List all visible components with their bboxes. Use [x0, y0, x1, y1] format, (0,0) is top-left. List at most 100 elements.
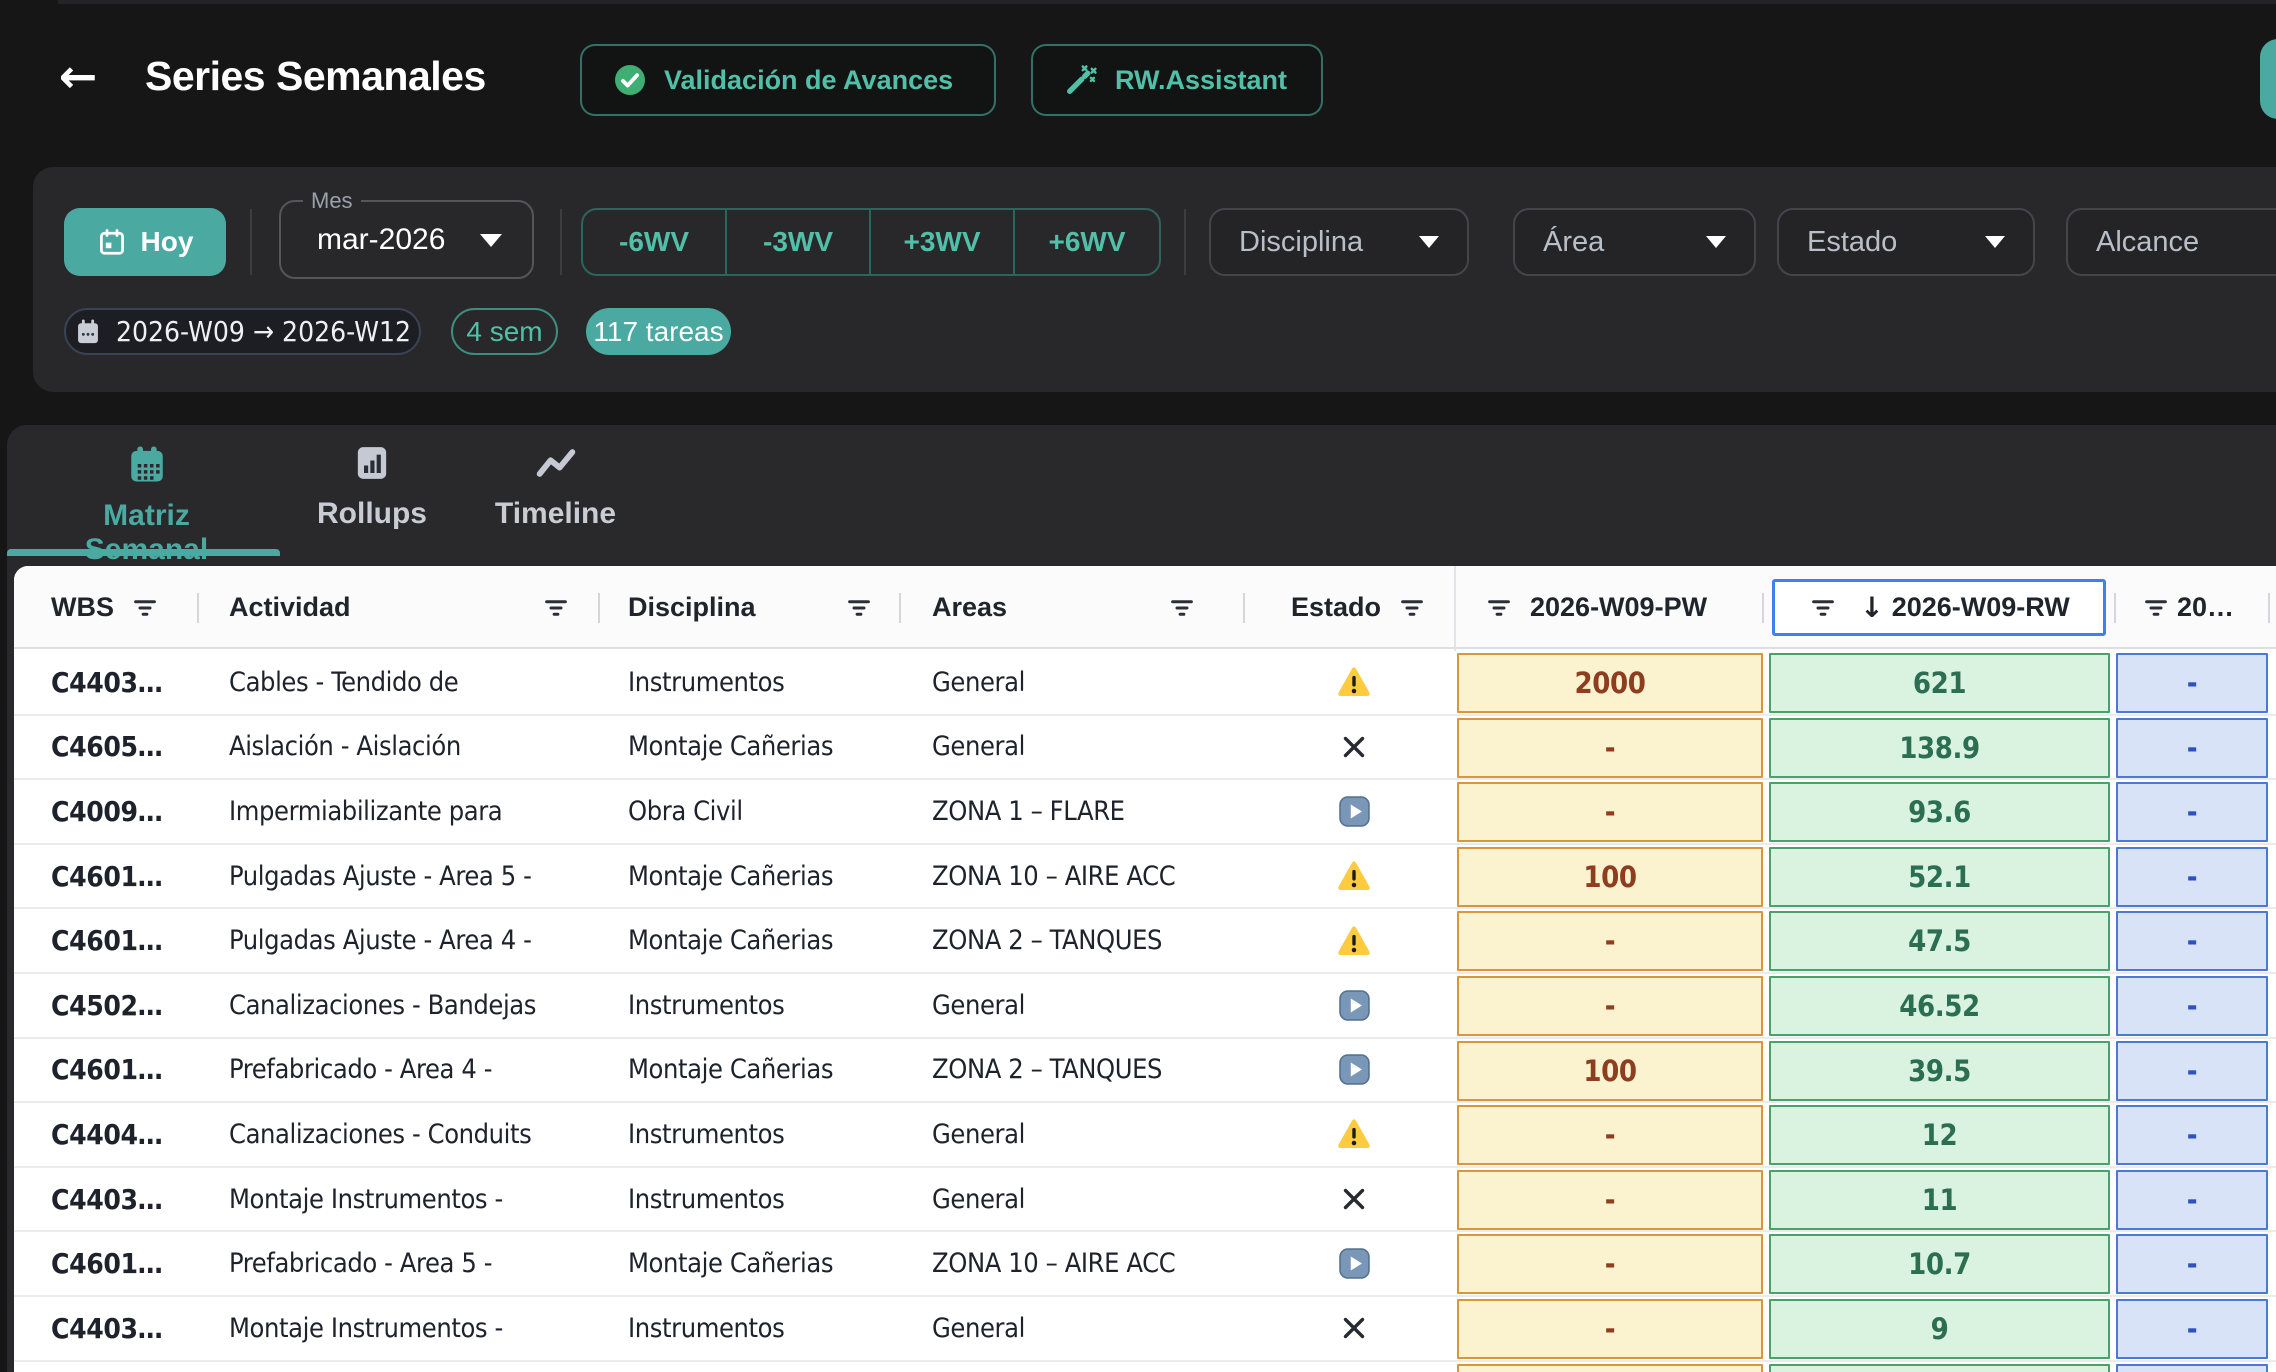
filter-icon[interactable]: [844, 593, 874, 623]
table-row[interactable]: C4403… Montaje Instrumentos - Instrument…: [14, 1167, 2276, 1233]
cancelled-x-icon: [1338, 731, 1370, 763]
cell-areas: General: [932, 1183, 1025, 1215]
back-button[interactable]: ←: [50, 48, 106, 104]
cell-wbs: C4403…: [51, 665, 163, 699]
area-dropdown[interactable]: Área: [1513, 208, 1756, 276]
table-body: C4403… Cables - Tendido de Instrumentos …: [14, 651, 2276, 1372]
filter-icon[interactable]: [541, 593, 571, 623]
cell-extra-value: [2116, 1363, 2268, 1372]
column-header-rw-sorted[interactable]: ↓ 2026-W09-RW: [1772, 579, 2106, 636]
table-row[interactable]: C4403… Cables - Tendido de Instrumentos …: [14, 651, 2276, 716]
cell-wbs: C4009…: [51, 794, 163, 828]
cell-rw-value: [1769, 1363, 2110, 1372]
column-header-areas[interactable]: Areas: [932, 566, 1197, 649]
cell-estado: [1320, 909, 1388, 972]
month-select[interactable]: Mes mar-2026: [279, 188, 534, 279]
column-header-extra[interactable]: 20…: [2141, 566, 2234, 649]
calendar-icon: [126, 443, 168, 485]
column-header-estado[interactable]: Estado: [1291, 566, 1427, 649]
cell-pw-value: -: [1457, 975, 1763, 1036]
week-range-label: 2026-W09 → 2026-W12: [115, 315, 412, 348]
table-row[interactable]: C4601… Prefabricado - Area 5 - Montaje C…: [14, 1232, 2276, 1297]
cell-pw-value: -: [1457, 717, 1763, 778]
column-header-wbs-label: WBS: [51, 592, 114, 622]
cell-rw-value: 621: [1769, 653, 2110, 713]
filter-icon[interactable]: [2141, 593, 2171, 623]
filter-icon[interactable]: [1167, 593, 1197, 623]
magic-wand-icon: [1063, 62, 1099, 98]
plus-3wv-button[interactable]: +3WV: [871, 210, 1015, 274]
cell-rw-value: 11: [1769, 1169, 2110, 1230]
filter-icon[interactable]: [1808, 593, 1838, 623]
sort-descending-icon: ↓: [1860, 591, 1884, 624]
filter-icon[interactable]: [130, 593, 160, 623]
table-row[interactable]: C4601… Pulgadas Ajuste - Area 5 - Montaj…: [14, 844, 2276, 910]
cell-extra-value: -: [2116, 717, 2268, 778]
plus-6wv-button[interactable]: +6WV: [1015, 210, 1159, 274]
cell-estado: [1320, 1039, 1388, 1102]
cell-actividad: [229, 1362, 614, 1372]
assistant-button[interactable]: RW.Assistant: [1031, 44, 1323, 116]
table-row[interactable]: C4601… Prefabricado - Area 4 - Montaje C…: [14, 1038, 2276, 1104]
header-divider: [598, 593, 600, 623]
column-header-disciplina[interactable]: Disciplina: [628, 566, 874, 649]
cell-estado: [1320, 1232, 1388, 1295]
column-header-extra-label: 20…: [2177, 592, 2235, 622]
table-row[interactable]: [14, 1361, 2276, 1372]
cell-estado: [1320, 780, 1388, 843]
play-icon: [1338, 1247, 1371, 1280]
cell-actividad: Montaje Instrumentos -: [229, 1312, 503, 1344]
minus-6wv-button[interactable]: -6WV: [583, 210, 727, 274]
cell-disciplina: Montaje Cañerias: [628, 925, 834, 957]
cell-pw-value: [1457, 1363, 1763, 1372]
edge-action-button[interactable]: [2260, 39, 2276, 119]
cell-pw-value: -: [1457, 911, 1763, 972]
table-row[interactable]: C4009… Impermiabilizante para Obra Civil…: [14, 780, 2276, 845]
disciplina-dropdown[interactable]: Disciplina: [1209, 208, 1469, 276]
cell-estado: [1320, 1103, 1388, 1166]
cell-disciplina: Obra Civil: [628, 795, 743, 827]
content-panel: Matriz Semanal Rollups Timeline: [7, 425, 2276, 1372]
validation-button[interactable]: Validación de Avances: [580, 44, 996, 116]
play-icon: [1338, 1053, 1371, 1086]
cell-extra-value: -: [2116, 1169, 2268, 1230]
minus-3wv-button[interactable]: -3WV: [727, 210, 871, 274]
play-icon: [1338, 989, 1371, 1022]
week-range-chip[interactable]: 2026-W09 → 2026-W12: [64, 308, 421, 355]
table-row[interactable]: C4605… Aislación - Aislación Montaje Cañ…: [14, 715, 2276, 781]
cell-areas: General: [932, 1118, 1025, 1150]
filter-icon[interactable]: [1397, 593, 1427, 623]
cell-extra-value: -: [2116, 782, 2268, 843]
table-row[interactable]: C4404… Canalizaciones - Conduits Instrum…: [14, 1103, 2276, 1168]
column-header-pw-label: 2026-W09-PW: [1530, 592, 1708, 622]
cell-estado: [1320, 1362, 1388, 1372]
column-header-wbs[interactable]: WBS: [51, 566, 160, 649]
cell-extra-value: -: [2116, 1234, 2268, 1295]
today-button[interactable]: Hoy: [64, 208, 226, 276]
filter-icon[interactable]: [1484, 593, 1514, 623]
table-row[interactable]: C4601… Pulgadas Ajuste - Area 4 - Montaj…: [14, 909, 2276, 974]
estado-dropdown[interactable]: Estado: [1777, 208, 2035, 276]
column-header-estado-label: Estado: [1291, 592, 1382, 622]
tab-timeline[interactable]: Timeline: [493, 443, 618, 531]
column-header-pw[interactable]: 2026-W09-PW: [1484, 566, 1707, 649]
column-header-actividad[interactable]: Actividad: [229, 566, 571, 649]
weekly-matrix-table: WBS Actividad Disciplina Areas: [14, 566, 2276, 1372]
cell-rw-value: 9: [1769, 1298, 2110, 1359]
estado-dropdown-label: Estado: [1807, 225, 1898, 258]
cell-actividad: Canalizaciones - Conduits: [229, 1118, 532, 1150]
tab-rollups[interactable]: Rollups: [317, 443, 427, 531]
cancelled-x-icon: [1338, 1183, 1370, 1215]
cell-wbs: C4601…: [51, 859, 163, 893]
cell-extra-value: -: [2116, 653, 2268, 713]
cell-estado: [1320, 1168, 1388, 1231]
cell-disciplina: Montaje Cañerias: [628, 860, 834, 892]
cell-wbs: C4404…: [51, 1117, 163, 1151]
alcance-dropdown[interactable]: Alcance: [2066, 208, 2276, 276]
table-row[interactable]: C4502… Canalizaciones - Bandejas Instrum…: [14, 973, 2276, 1039]
table-row[interactable]: C4403… Montaje Instrumentos - Instrument…: [14, 1296, 2276, 1362]
month-select-value: mar-2026: [317, 223, 446, 256]
column-header-actividad-label: Actividad: [229, 592, 351, 622]
cell-wbs: C4403…: [51, 1182, 163, 1216]
